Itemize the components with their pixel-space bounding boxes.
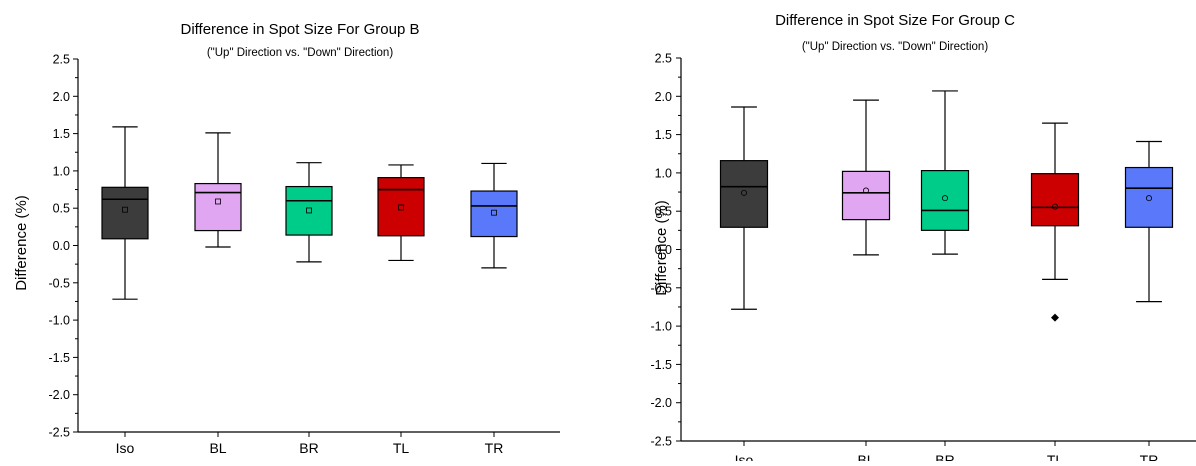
box-bl: [841, 170, 891, 221]
x-tick-label: TL: [1047, 452, 1064, 461]
y-axis-label: Difference (%): [13, 195, 30, 291]
y-tick-label: -1.5: [48, 351, 70, 365]
mean-marker: [1146, 195, 1153, 202]
x-tick-label: BL: [209, 440, 226, 456]
chart-title: Difference in Spot Size For Group B: [180, 21, 419, 38]
x-tick-label: Iso: [116, 440, 135, 456]
box-tr: [1124, 166, 1174, 228]
mean-marker: [941, 195, 948, 202]
y-tick-label: 1.0: [53, 164, 70, 178]
box-br: [285, 185, 333, 236]
y-tick-label: 1.0: [655, 166, 672, 180]
y-tick-label: 2.0: [655, 90, 672, 104]
y-tick-label: 0.5: [53, 202, 70, 216]
chart-subtitle: ("Up" Direction vs. "Down" Direction): [802, 41, 988, 53]
box-chart-group-c: Difference in Spot Size For Group C ("Up"…: [650, 12, 1196, 466]
y-axis-label: Difference (%): [653, 200, 670, 296]
mean-marker: [122, 206, 128, 213]
y-tick-label: 0.5: [655, 205, 672, 219]
y-tick-label: -2.5: [48, 426, 70, 440]
mean-marker: [491, 209, 497, 216]
y-tick-label: -0.5: [650, 281, 672, 295]
mean-marker: [740, 189, 747, 196]
mean-marker: [862, 187, 869, 194]
y-tick-label: -2.0: [48, 388, 70, 402]
mean-marker: [215, 198, 221, 205]
x-tick-label: TR: [485, 440, 504, 456]
x-tick-label: BR: [299, 440, 318, 456]
y-tick-label: -1.0: [650, 320, 672, 334]
box-chart-group-b: Difference in Spot Size For Group B ("Up"…: [13, 21, 560, 456]
mean-marker: [398, 204, 404, 211]
box-tr: [470, 190, 518, 238]
x-tick-label: BL: [857, 452, 874, 461]
chart-panel-group-b: Difference in Spot Size For Group B ("Up"…: [0, 0, 560, 461]
y-tick-label: 1.5: [655, 128, 672, 142]
x-tick-label: TR: [1140, 452, 1159, 461]
y-tick-label: -2.5: [650, 435, 672, 449]
x-tick-label: Iso: [735, 452, 754, 461]
chart-title: Difference in Spot Size For Group C: [775, 12, 1015, 29]
y-tick-label: -1.0: [48, 314, 70, 328]
chart-panel-group-c: Difference in Spot Size For Group C ("Up"…: [600, 0, 1196, 466]
y-tick-label: -2.0: [650, 396, 672, 410]
y-tick-label: 2.5: [53, 53, 70, 67]
mean-marker: [306, 207, 312, 214]
y-tick-label: 0.0: [53, 239, 70, 253]
chart-subtitle: ("Up" Direction vs. "Down" Direction): [207, 47, 393, 59]
y-tick-label: 1.5: [53, 127, 70, 141]
box-iso: [101, 186, 149, 240]
y-tick-label: 2.0: [53, 90, 70, 104]
mean-marker: [1051, 203, 1058, 210]
x-tick-label: BR: [935, 452, 954, 461]
y-tick-label: 2.5: [655, 52, 672, 66]
y-tick-label: -1.5: [650, 358, 672, 372]
y-tick-label: 0.0: [655, 243, 672, 257]
x-tick-label: TL: [393, 440, 410, 456]
box-bl: [194, 182, 242, 232]
box-tl: [1030, 173, 1080, 227]
y-tick-label: -0.5: [48, 276, 70, 290]
outlier-point: [1051, 313, 1059, 322]
box-tl: [377, 177, 425, 237]
box-iso: [719, 160, 769, 228]
